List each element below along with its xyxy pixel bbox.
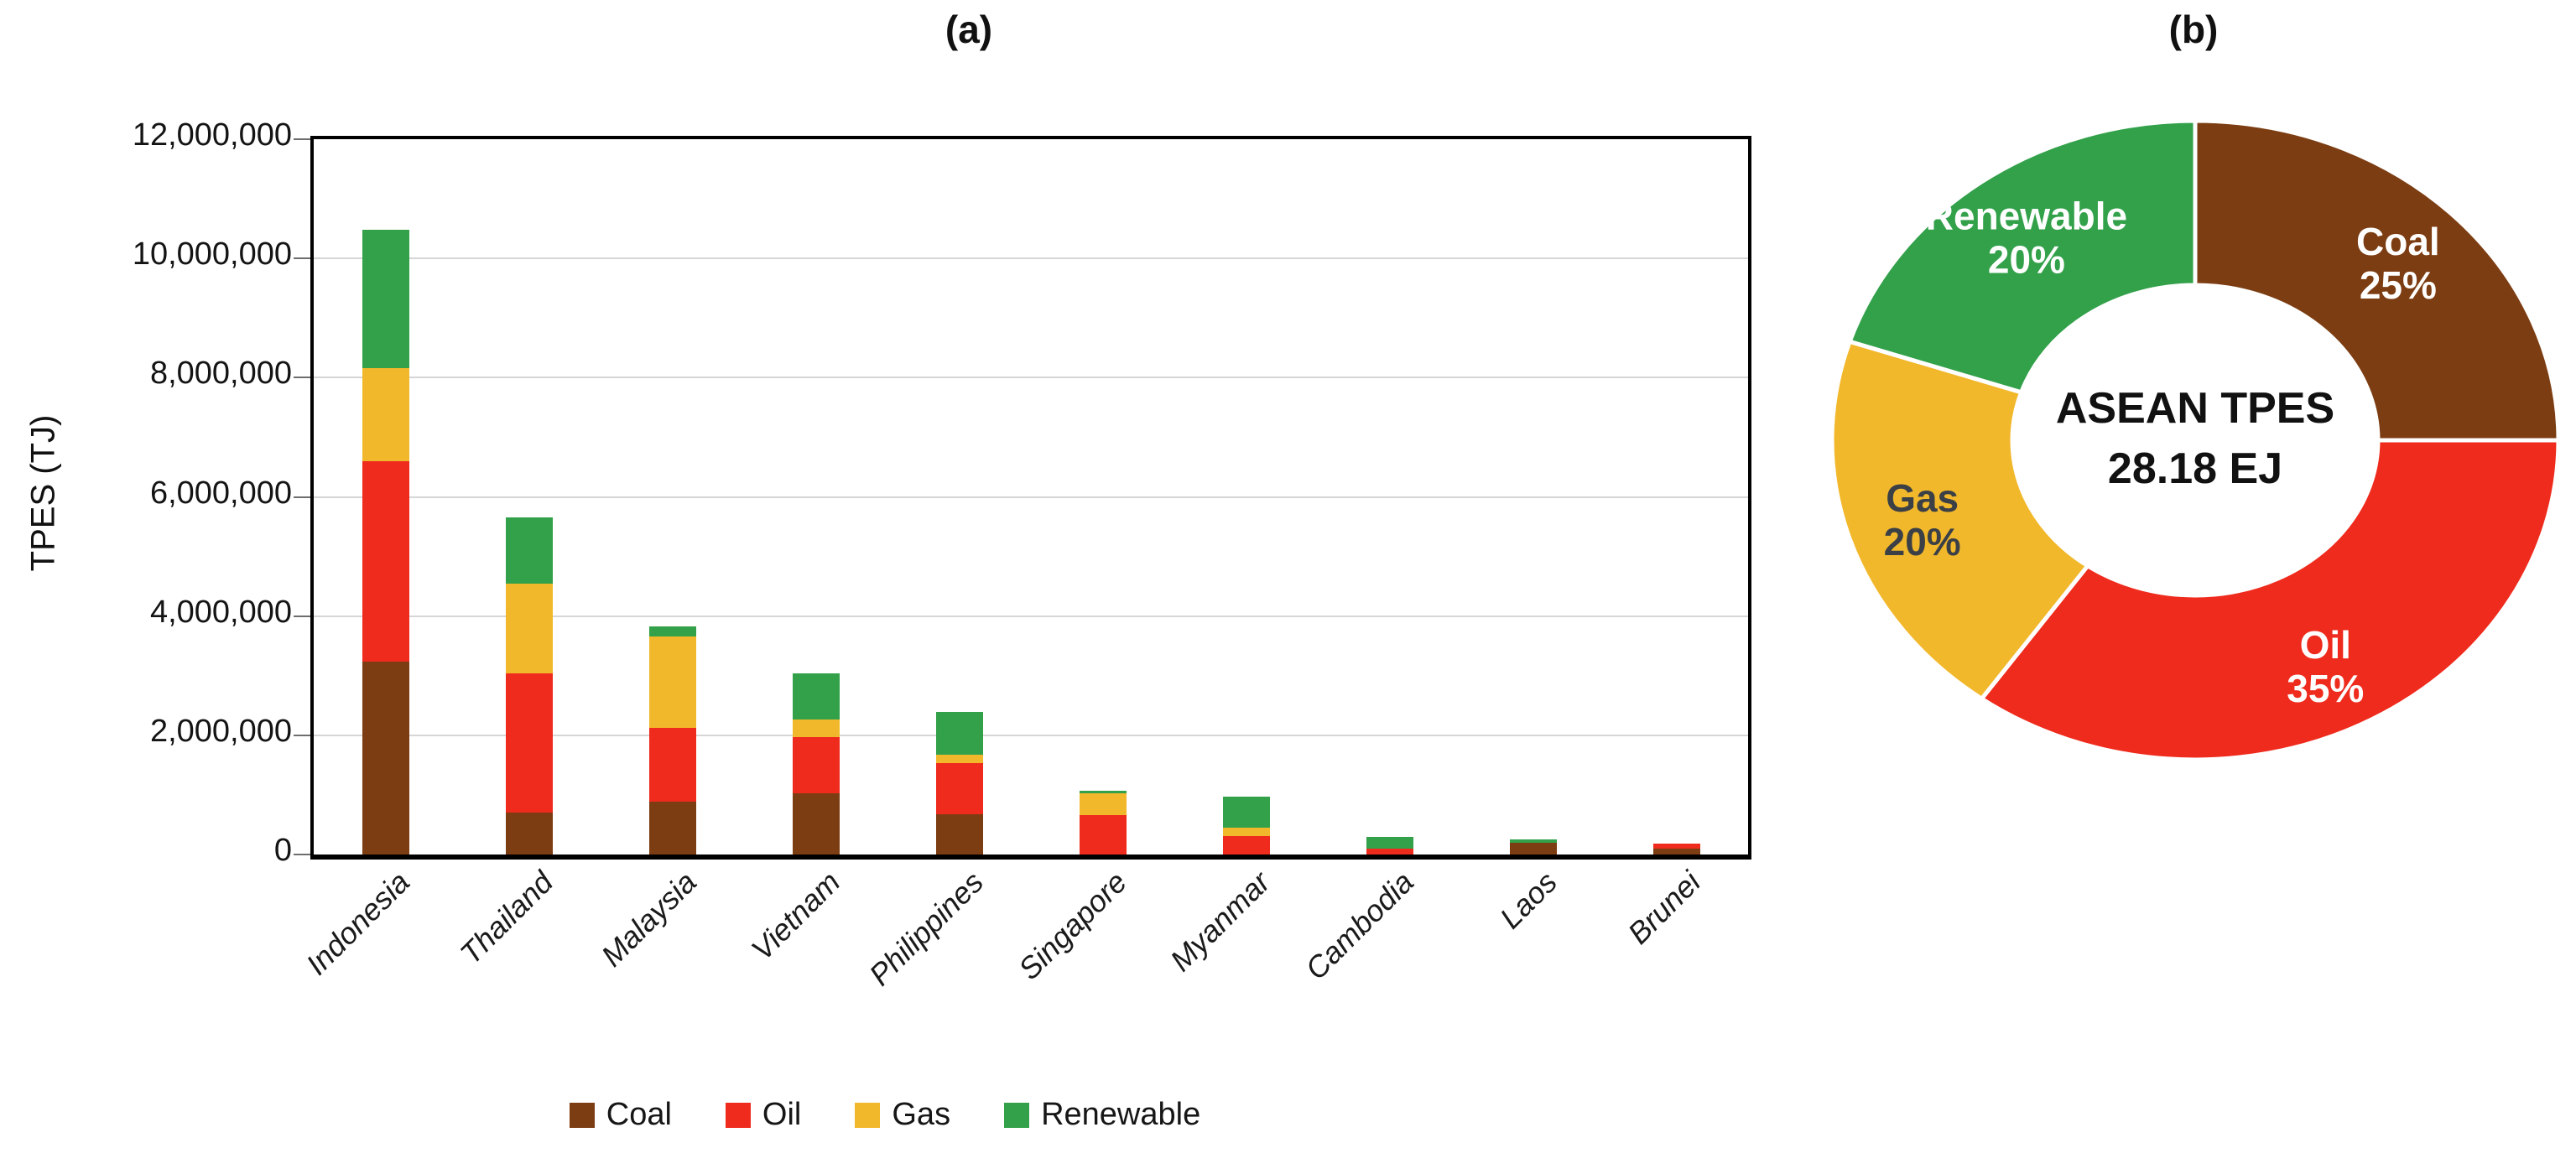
donut-slice-coal [2193,118,2561,443]
bar-segment-gas-myanmar [1222,828,1270,836]
bar-segment-oil-thailand [505,673,553,813]
legend-item-oil: Oil [725,1097,802,1133]
bar-segment-coal-philippines [935,813,983,855]
x-axis-label-indonesia: Indonesia [299,865,417,982]
legend-swatch-renewable [1004,1102,1030,1128]
bar-segment-coal-thailand [505,813,553,855]
bar-segment-renewable-myanmar [1222,797,1270,829]
legend-item-renewable: Renewable [1004,1097,1200,1133]
x-axis-label-malaysia: Malaysia [595,865,704,974]
y-tick-mark [294,377,310,379]
bar-segment-gas-philippines [935,755,983,764]
x-axis-label-laos: Laos [1493,865,1564,936]
x-axis-label-vietnam: Vietnam [744,865,847,967]
gridline [314,734,1748,736]
bar-segment-oil-indonesia [362,460,409,662]
donut-slice-gas [1829,339,2090,701]
donut-svg: Coal 25% Oil 35% Gas 20% Renewable 20% ASEAN TPE… [1829,118,2561,762]
bar-segment-gas-indonesia [362,367,409,461]
bar-segment-gas-vietnam [792,719,840,737]
legend-label: Gas [892,1097,951,1132]
legend-swatch-gas [855,1102,881,1128]
y-tick-label: 8,000,000 [149,356,292,392]
bar-segment-gas-thailand [505,584,553,673]
gridline [314,377,1748,379]
y-tick-label: 12,000,000 [132,117,292,153]
x-axis-label-myanmar: Myanmar [1163,865,1278,979]
bar-segment-renewable-thailand [505,517,553,584]
bar-segment-coal-malaysia [648,801,696,855]
y-tick-mark [294,615,310,617]
y-tick-mark [294,257,310,260]
bar-segment-oil-cambodia [1366,848,1413,855]
gridline [314,257,1748,260]
x-axis-label-cambodia: Cambodia [1298,865,1421,987]
legend-swatch-oil [725,1102,751,1128]
y-tick-label: 4,000,000 [149,594,292,630]
donut-slice-renewable [1847,118,2198,395]
bar-segment-gas-singapore [1079,792,1127,816]
legend-label: Coal [606,1097,672,1132]
panel-b-title: (b) [2168,8,2219,51]
bar-segment-oil-malaysia [648,728,696,802]
donut-slice-oil [1980,438,2561,762]
bar-segment-coal-brunei [1652,848,1700,855]
gridline [314,615,1748,617]
legend-item-coal: Coal [569,1097,672,1133]
legend-item-gas: Gas [855,1097,950,1133]
y-tick-label: 2,000,000 [149,713,292,749]
bar-segment-coal-indonesia [362,662,409,855]
donut-slice-label-renewable: Renewable 20% [1926,194,2127,281]
donut-center-value: 28.18 EJ [2108,444,2282,493]
bar-segment-renewable-indonesia [362,230,409,368]
x-axis-label-thailand: Thailand [453,865,560,971]
bar-segment-coal-laos [1509,842,1557,855]
legend: Coal Oil Gas Renewable [0,1097,1770,1133]
bar-segment-coal-vietnam [792,792,840,855]
bar-segment-renewable-malaysia [648,626,696,636]
donut-slice-label-coal: Coal 25% [2356,220,2440,307]
y-axis-title: TPES (TJ) [24,414,62,572]
bar-segment-oil-myanmar [1222,835,1270,855]
y-tick-mark [294,496,310,498]
bar-segment-renewable-vietnam [792,673,840,720]
bar-segment-gas-malaysia [648,636,696,729]
y-tick-label: 0 [273,833,292,868]
y-tick-mark [294,854,310,855]
x-axis-label-singapore: Singapore [1012,865,1134,987]
panel-a-title: (a) [945,8,993,51]
gridline [314,496,1748,498]
legend-swatch-coal [569,1102,595,1128]
bar-segment-renewable-laos [1509,839,1557,843]
bar-segment-oil-brunei [1652,844,1700,849]
x-axis-label-brunei: Brunei [1621,865,1708,951]
legend-label: Renewable [1041,1097,1201,1132]
bar-segment-renewable-cambodia [1366,836,1413,849]
bar-segment-renewable-philippines [935,712,983,756]
y-tick-mark [294,138,310,140]
bar-segment-oil-philippines [935,763,983,814]
y-tick-mark [294,734,310,736]
bar-segment-renewable-singapore [1079,790,1127,793]
bar-segment-oil-singapore [1079,815,1127,855]
x-axis-label-philippines: Philippines [862,865,991,993]
y-tick-label: 10,000,000 [132,236,292,273]
donut-slice-label-gas: Gas 20% [1884,476,1961,564]
donut-center-title: ASEAN TPES [2056,384,2334,433]
plot-area [294,136,1751,860]
bar-segment-oil-vietnam [792,736,840,793]
legend-label: Oil [762,1097,802,1132]
donut-slice-label-oil: Oil 35% [2287,623,2364,710]
